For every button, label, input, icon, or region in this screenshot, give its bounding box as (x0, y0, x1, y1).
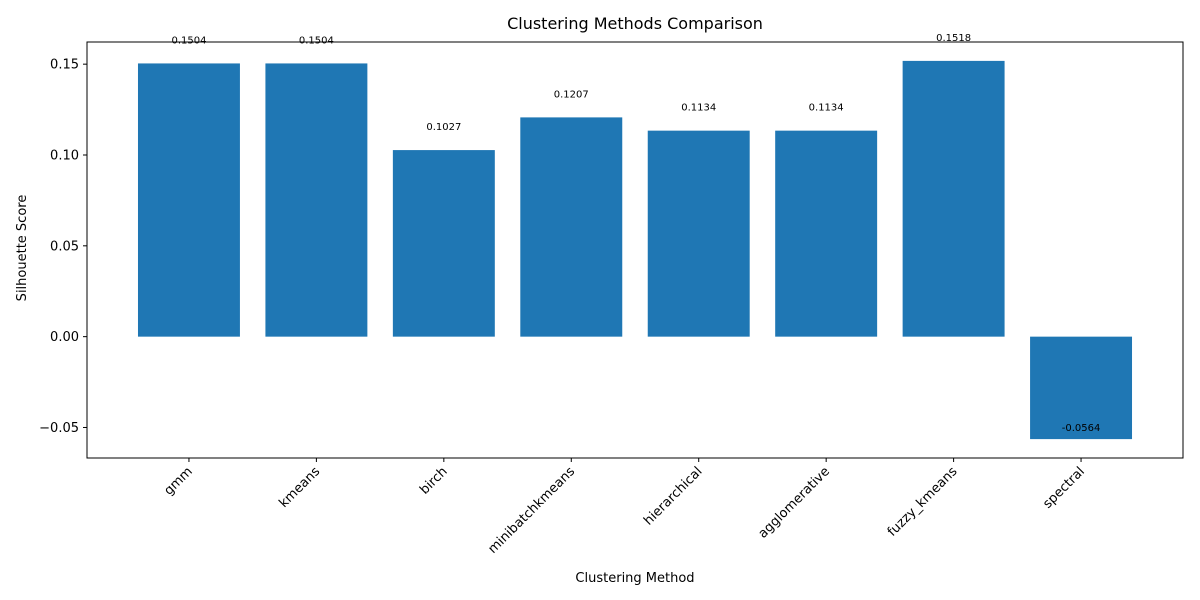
x-tick-label-birch: birch (417, 464, 450, 497)
chart-title: Clustering Methods Comparison (507, 14, 763, 33)
data-label-spectral: -0.0564 (1062, 423, 1101, 434)
data-label-fuzzy_kmeans: 0.1518 (936, 33, 971, 44)
y-axis-title: Silhouette Score (15, 195, 30, 302)
bar-hierarchical (647, 130, 750, 337)
x-tick-label-spectral: spectral (1040, 464, 1088, 512)
x-axis: gmm kmeans birch minibatchkmeans hierarchica… (161, 458, 1088, 557)
x-tick-label-fuzzy_kmeans: fuzzy_kmeans (885, 464, 961, 540)
y-tick-label: 0.05 (50, 239, 79, 254)
x-tick-label-gmm: gmm (161, 464, 195, 498)
y-tick-label: 0.10 (50, 148, 79, 163)
data-label-gmm: 0.1504 (171, 35, 206, 46)
data-label-agglomerative: 0.1134 (809, 103, 844, 114)
bar-minibatchkmeans (520, 117, 623, 337)
y-tick-label: 0.15 (50, 58, 79, 73)
data-label-kmeans: 0.1504 (299, 35, 334, 46)
data-label-hierarchical: 0.1134 (681, 103, 716, 114)
y-tick-label: −0.05 (39, 421, 79, 436)
x-tick-label-hierarchical: hierarchical (641, 464, 705, 528)
x-tick-label-minibatchkmeans: minibatchkmeans (485, 464, 578, 557)
bar-spectral (1030, 336, 1133, 440)
y-axis: −0.05 0.00 0.05 0.10 0.15 (39, 58, 87, 436)
plot-frame (86, 41, 1184, 459)
data-label-birch: 0.1027 (426, 122, 461, 133)
bar-gmm (137, 63, 240, 337)
x-tick-label-kmeans: kmeans (276, 464, 323, 511)
bars-layer (137, 60, 1133, 440)
bar-birch (392, 150, 495, 337)
x-axis-title: Clustering Method (575, 571, 694, 586)
bar-fuzzy_kmeans (902, 60, 1005, 337)
data-label-minibatchkmeans: 0.1207 (554, 89, 589, 100)
bar-kmeans (265, 63, 368, 337)
data-labels-layer: 0.1504 0.1504 0.1027 0.1207 0.1134 0.1134 0.15… (171, 33, 1100, 434)
x-tick-label-agglomerative: agglomerative (756, 464, 833, 541)
y-tick-label: 0.00 (50, 330, 79, 345)
bar-agglomerative (775, 130, 878, 337)
